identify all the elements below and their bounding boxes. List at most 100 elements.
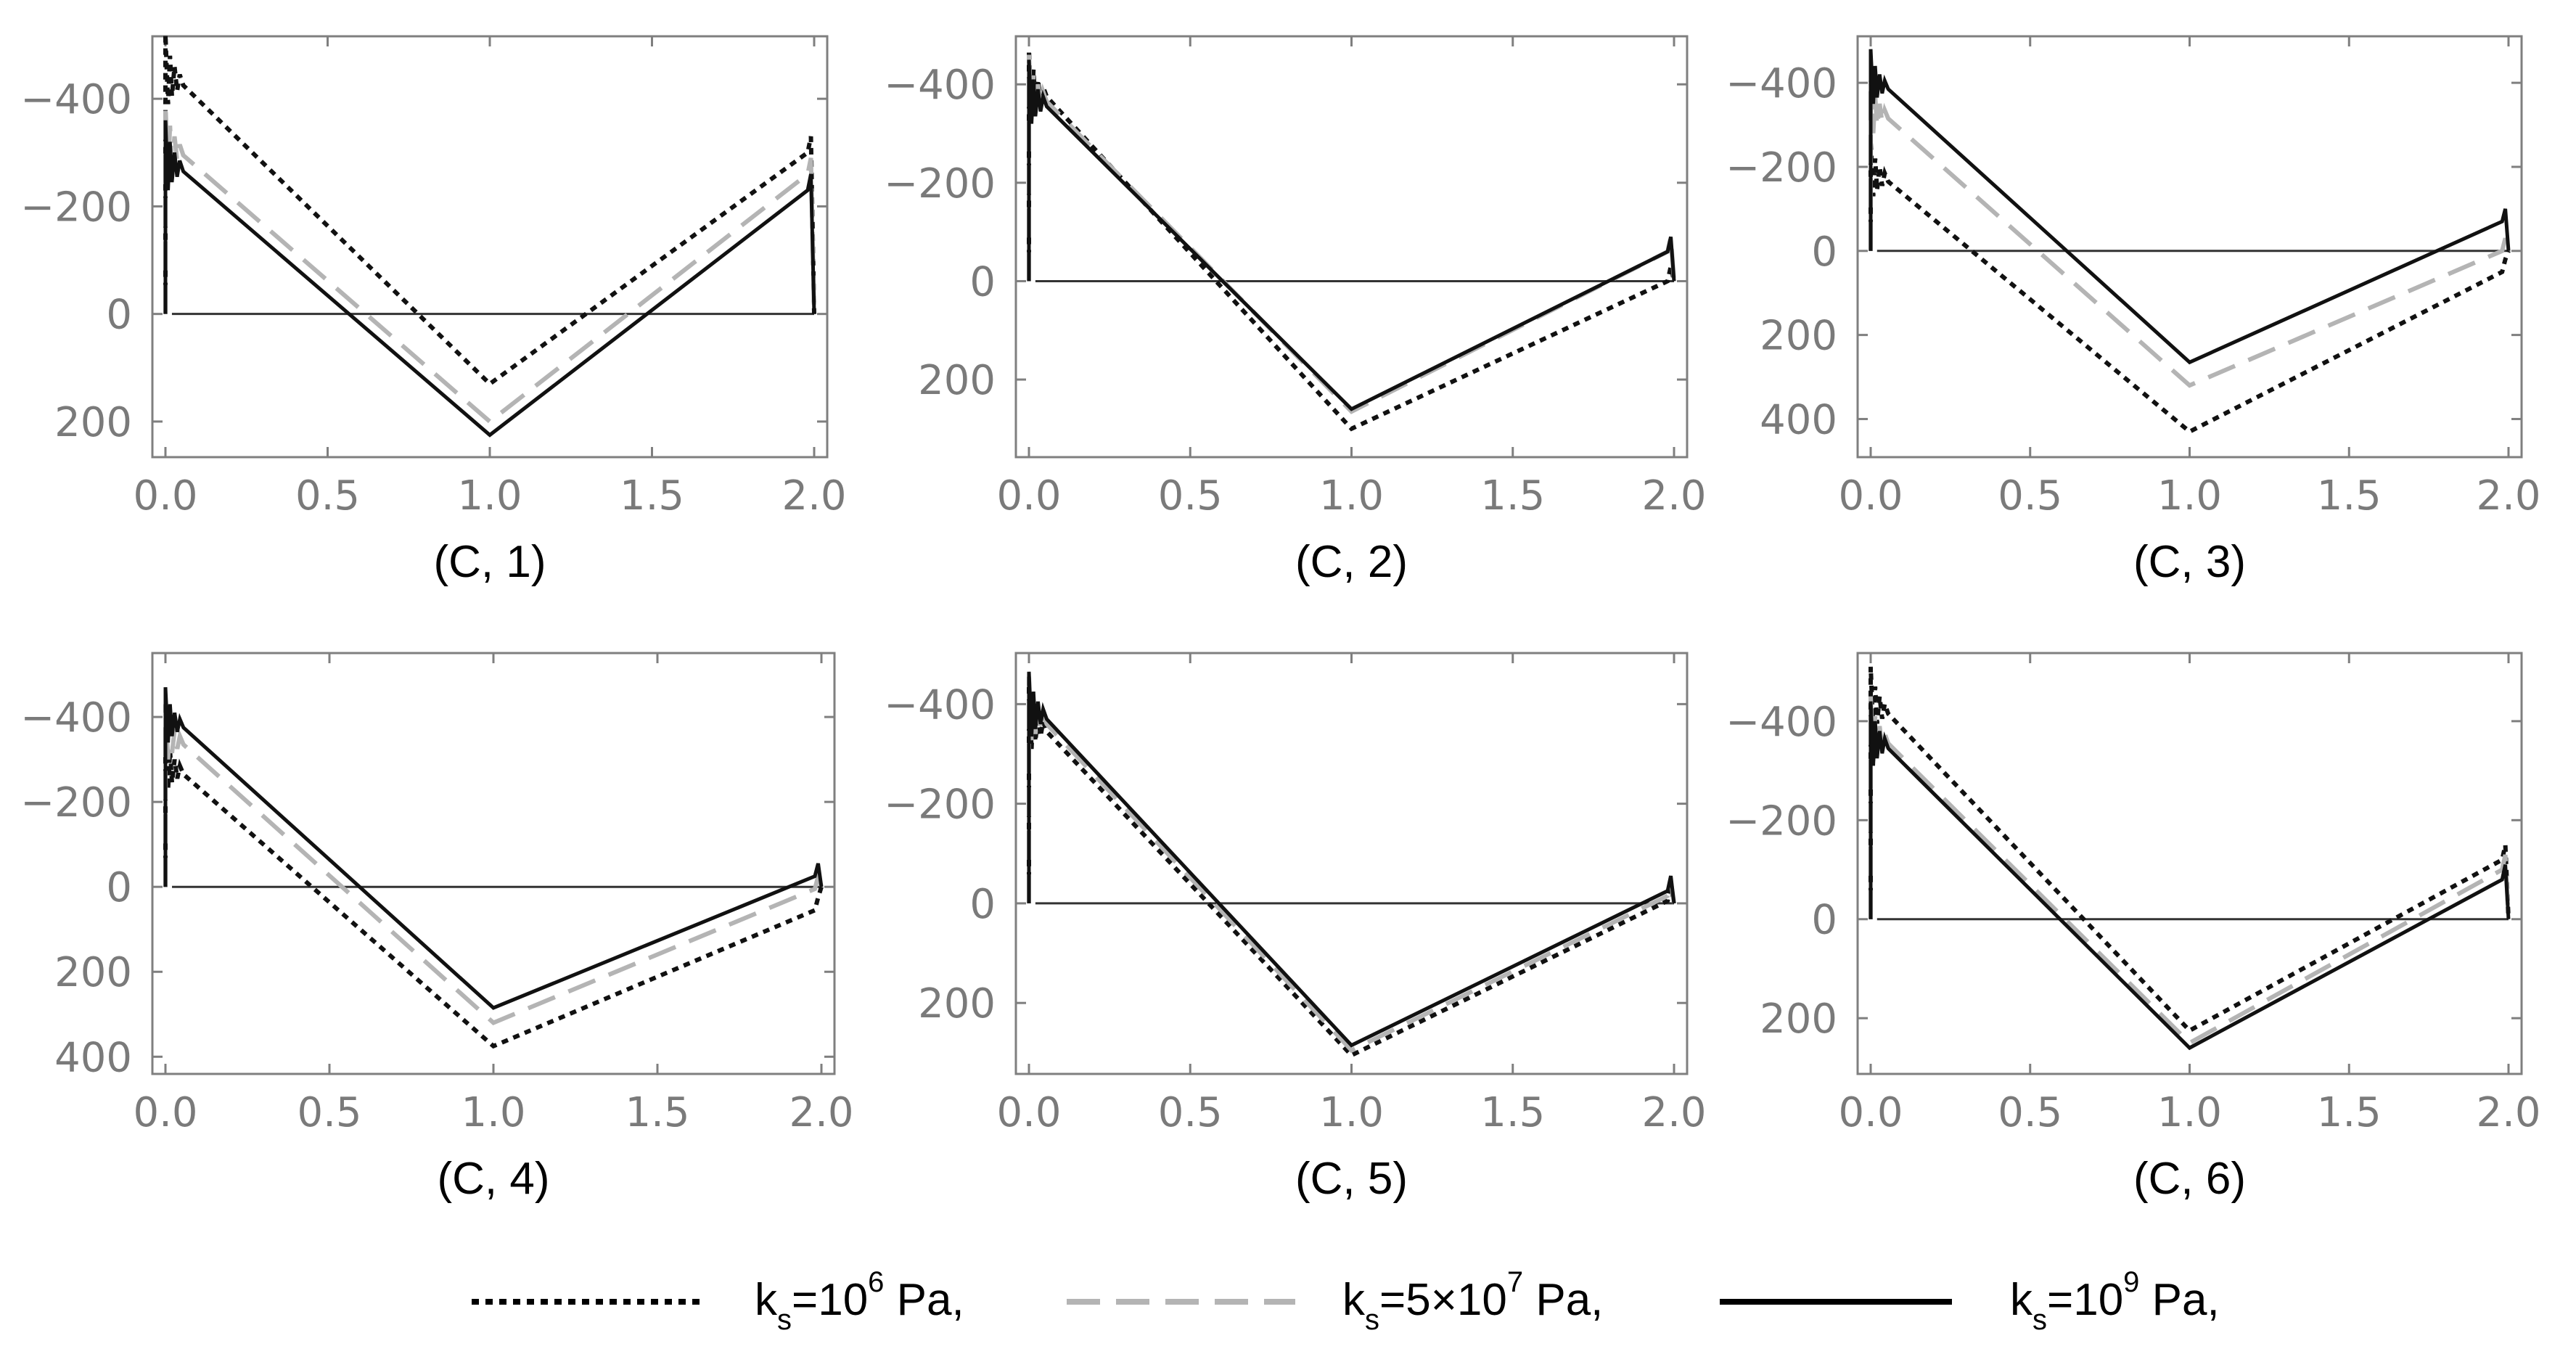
plot-frame <box>1014 35 1689 459</box>
series-line-3 <box>163 686 824 1010</box>
x-tick-label: 0.5 <box>295 472 360 520</box>
x-tick-label: 1.5 <box>1480 1089 1545 1136</box>
series-line-1 <box>1869 141 2511 435</box>
y-tick-label: −200 <box>884 160 996 208</box>
x-tick-label: 2.0 <box>2476 1089 2540 1136</box>
series-line-2 <box>1869 78 2511 388</box>
y-tick-label: 0 <box>969 881 996 928</box>
panel-caption: (C, 1) <box>434 537 546 587</box>
x-tick-label: 0.5 <box>1158 1089 1223 1136</box>
x-tick-label: 1.5 <box>2317 1089 2382 1136</box>
x-tick-label: 0.5 <box>297 1089 361 1136</box>
y-tick-label: 200 <box>1760 996 1837 1043</box>
series-line-2 <box>163 104 816 424</box>
x-tick-label: 2.0 <box>2476 472 2540 520</box>
x-tick-label: 2.0 <box>789 1089 853 1136</box>
y-tick-label: 0 <box>1811 897 1837 944</box>
x-tick-label: 0.0 <box>1838 1089 1903 1136</box>
y-tick-label: 0 <box>1811 229 1837 276</box>
y-tick-label: 200 <box>54 949 132 996</box>
x-tick-label: 2.0 <box>1641 1089 1706 1136</box>
panel-3: 0.0 0.5 1.0 1.5 2.0 −400 −200 0 200 400 (C, 3) <box>1726 35 2541 587</box>
x-tick-label: 2.0 <box>1641 472 1706 520</box>
legend: ks=106 Pa, ks=5×107 Pa, ks=109 Pa, <box>472 1266 2220 1336</box>
y-tick-label: 200 <box>918 980 996 1027</box>
series-line-1 <box>1027 684 1676 1058</box>
series-line-2 <box>163 704 824 1025</box>
x-tick-label: 0.0 <box>996 472 1061 520</box>
x-tick-label: 1.0 <box>1319 472 1384 520</box>
plot-frame <box>151 652 836 1075</box>
y-tick-label: −200 <box>1726 144 1837 192</box>
x-tick-label: 2.0 <box>782 472 846 520</box>
y-tick-label: 400 <box>1760 396 1837 443</box>
x-tick-label: 1.5 <box>1480 472 1545 520</box>
panel-caption: (C, 2) <box>1295 537 1408 587</box>
series-line-3 <box>1869 49 2511 365</box>
y-tick-label: 0 <box>106 864 132 911</box>
panel-4: 0.0 0.5 1.0 1.5 2.0 −400 −200 0 200 400 (C, 4) <box>20 652 854 1204</box>
y-tick-label: −400 <box>20 694 132 742</box>
legend-entry-2: ks=5×107 Pa, <box>1067 1266 1603 1336</box>
x-tick-label: 0.5 <box>1158 472 1223 520</box>
panel-caption: (C, 5) <box>1295 1154 1408 1204</box>
plot-frame <box>1856 35 2523 459</box>
x-tick-label: 1.5 <box>2317 472 2382 520</box>
y-tick-label: 400 <box>54 1034 132 1081</box>
y-tick-label: −200 <box>884 781 996 829</box>
legend-entry-1: ks=106 Pa, <box>472 1266 964 1336</box>
series-line-1 <box>1027 49 1676 432</box>
panel-5: 0.0 0.5 1.0 1.5 2.0 −400 −200 0 200 (C, 5) <box>884 652 1707 1204</box>
y-tick-label: −200 <box>20 184 132 231</box>
panel-caption: (C, 6) <box>2133 1154 2246 1204</box>
x-tick-label: 1.0 <box>461 1089 525 1136</box>
x-tick-label: 0.0 <box>133 1089 197 1136</box>
y-tick-label: −400 <box>20 76 132 123</box>
series-line-3 <box>163 120 816 438</box>
y-tick-label: 0 <box>969 258 996 305</box>
series-line-1 <box>1869 666 2511 1033</box>
series-line-3 <box>1027 671 1676 1048</box>
svg-text:ks=5×107 Pa,: ks=5×107 Pa, <box>1342 1266 1603 1336</box>
panel-caption: (C, 3) <box>2133 537 2246 587</box>
series-line-1 <box>163 34 816 387</box>
y-tick-label: −400 <box>884 62 996 109</box>
x-tick-label: 0.0 <box>996 1089 1061 1136</box>
y-tick-label: −200 <box>20 779 132 826</box>
plot-frame <box>151 35 829 459</box>
y-tick-label: 0 <box>106 292 132 339</box>
x-tick-label: 1.5 <box>620 472 684 520</box>
y-tick-label: 200 <box>54 399 132 446</box>
series-line-3 <box>1027 60 1676 411</box>
series-line-2 <box>1027 676 1676 1054</box>
plot-frame <box>1014 652 1689 1075</box>
y-tick-label: 200 <box>918 357 996 404</box>
x-tick-label: 0.5 <box>1998 1089 2062 1136</box>
x-tick-label: 0.0 <box>1838 472 1903 520</box>
svg-text:ks=106 Pa,: ks=106 Pa, <box>755 1266 964 1336</box>
y-tick-label: −400 <box>1726 699 1837 746</box>
y-tick-label: −400 <box>1726 60 1837 107</box>
x-tick-label: 1.0 <box>1319 1089 1384 1136</box>
series-line-2 <box>1869 696 2511 1046</box>
x-tick-label: 1.0 <box>457 472 522 520</box>
y-tick-label: −200 <box>1726 797 1837 845</box>
legend-entry-3: ks=109 Pa, <box>1720 1266 2220 1336</box>
y-tick-label: 200 <box>1760 313 1837 360</box>
x-tick-label: 0.5 <box>1998 472 2062 520</box>
series-line-2 <box>1027 54 1676 414</box>
x-tick-label: 1.5 <box>625 1089 689 1136</box>
series-line-1 <box>163 734 824 1049</box>
svg-text:ks=109 Pa,: ks=109 Pa, <box>2010 1266 2220 1336</box>
panel-1: 0.0 0.5 1.0 1.5 2.0 −400 −200 0 200 (C, 1) <box>20 34 847 587</box>
panel-6: 0.0 0.5 1.0 1.5 2.0 −400 −200 0 200 (C, 6) <box>1726 652 2541 1204</box>
plot-frame <box>1856 652 2523 1075</box>
series-line-3 <box>1869 701 2511 1051</box>
y-tick-label: −400 <box>884 681 996 729</box>
x-tick-label: 0.0 <box>133 472 197 520</box>
x-tick-label: 1.0 <box>2157 472 2222 520</box>
x-tick-label: 1.0 <box>2157 1089 2222 1136</box>
panel-2: 0.0 0.5 1.0 1.5 2.0 −400 −200 0 200 (C, 2) <box>884 35 1707 587</box>
panel-caption: (C, 4) <box>438 1154 550 1204</box>
